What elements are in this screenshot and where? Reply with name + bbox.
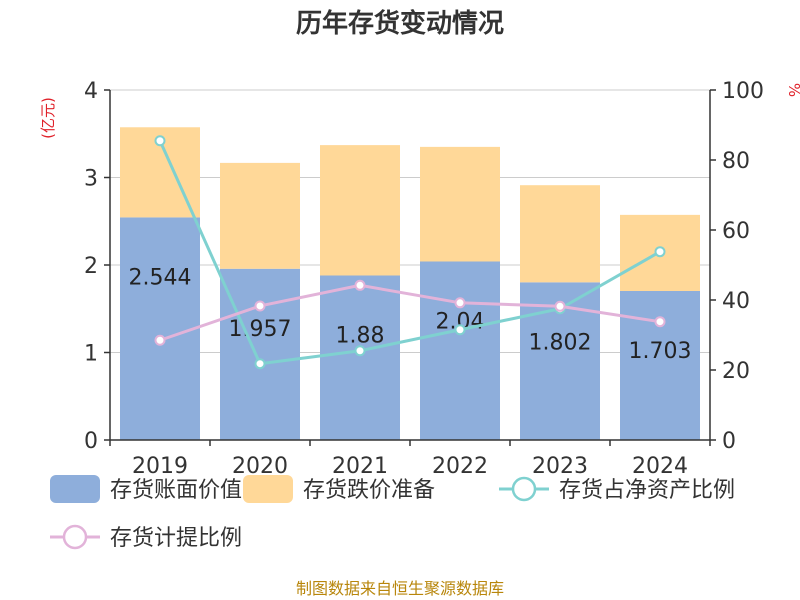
bar-book-value-2019 xyxy=(120,217,200,440)
bar-data-label: 2.544 xyxy=(129,265,192,290)
bar-book-value-2024 xyxy=(620,290,700,440)
grid-lines xyxy=(110,89,710,353)
right-tick-label: 20 xyxy=(722,359,750,384)
point-provision-ratio xyxy=(354,279,366,291)
bar-impairment-2022 xyxy=(420,146,500,262)
data-source: 制图数据来自恒生聚源数据库 xyxy=(296,579,504,598)
bar-book-value-2022 xyxy=(420,261,500,440)
right-tick-label: 0 xyxy=(722,429,736,454)
x-tick-label: 2022 xyxy=(432,454,488,479)
x-tick-label: 2021 xyxy=(332,454,388,479)
bar-data-label: 1.957 xyxy=(229,317,292,342)
point-provision-ratio xyxy=(154,334,166,346)
bar-book-value-2020 xyxy=(220,268,300,440)
bar-data-label: 1.802 xyxy=(529,330,592,355)
point-net-asset-ratio xyxy=(654,246,666,258)
bar-impairment-2020 xyxy=(220,162,300,269)
chart-title: 历年存货变动情况 xyxy=(296,8,504,39)
left-tick-label: 3 xyxy=(84,167,98,192)
line-net-asset-ratio xyxy=(158,140,661,366)
bar-data-label: 1.88 xyxy=(336,324,385,349)
legend-impairment-swatch xyxy=(243,475,293,503)
legend-net-asset-ratio-label: 存货占净资产比例 xyxy=(559,478,735,503)
left-tick-label: 2 xyxy=(84,254,98,279)
point-provision-ratio xyxy=(554,300,566,312)
legend-provision-ratio-swatch-marker xyxy=(62,524,88,550)
bar-series xyxy=(120,127,700,440)
legend-book-value-label: 存货账面价值 xyxy=(110,478,242,503)
right-tick-label: 100 xyxy=(722,79,764,104)
x-tick-label: 2024 xyxy=(632,454,688,479)
point-net-asset-ratio xyxy=(254,358,266,370)
legend-net-asset-ratio-swatch-marker xyxy=(511,476,537,502)
point-provision-ratio xyxy=(654,316,666,328)
right-tick-label: 60 xyxy=(722,219,750,244)
point-net-asset-ratio xyxy=(154,135,166,147)
bar-impairment-2021 xyxy=(320,145,400,276)
point-provision-ratio xyxy=(254,300,266,312)
bar-data-label: 1.703 xyxy=(629,339,692,364)
x-tick-label: 2023 xyxy=(532,454,588,479)
legend-book-value-swatch xyxy=(50,475,100,503)
left-tick-label: 4 xyxy=(84,79,98,104)
right-tick-label: 80 xyxy=(722,149,750,174)
left-tick-label: 0 xyxy=(84,429,98,454)
legend-impairment-label: 存货跌价准备 xyxy=(303,478,435,503)
left-tick-label: 1 xyxy=(84,342,98,367)
point-provision-ratio xyxy=(454,297,466,309)
right-tick-label: 40 xyxy=(722,289,750,314)
legend-provision-ratio-label: 存货计提比例 xyxy=(110,526,242,551)
x-tick-label: 2020 xyxy=(232,454,288,479)
point-net-asset-ratio xyxy=(454,324,466,336)
line-provision-ratio xyxy=(159,283,661,342)
bar-impairment-2023 xyxy=(520,185,600,283)
point-net-asset-ratio xyxy=(354,345,366,357)
line-series xyxy=(154,135,666,370)
left-axis-unit: (亿元) xyxy=(39,97,57,139)
right-axis-unit: % xyxy=(785,83,800,97)
x-tick-label: 2019 xyxy=(132,454,188,479)
bar-book-value-2021 xyxy=(320,275,400,440)
